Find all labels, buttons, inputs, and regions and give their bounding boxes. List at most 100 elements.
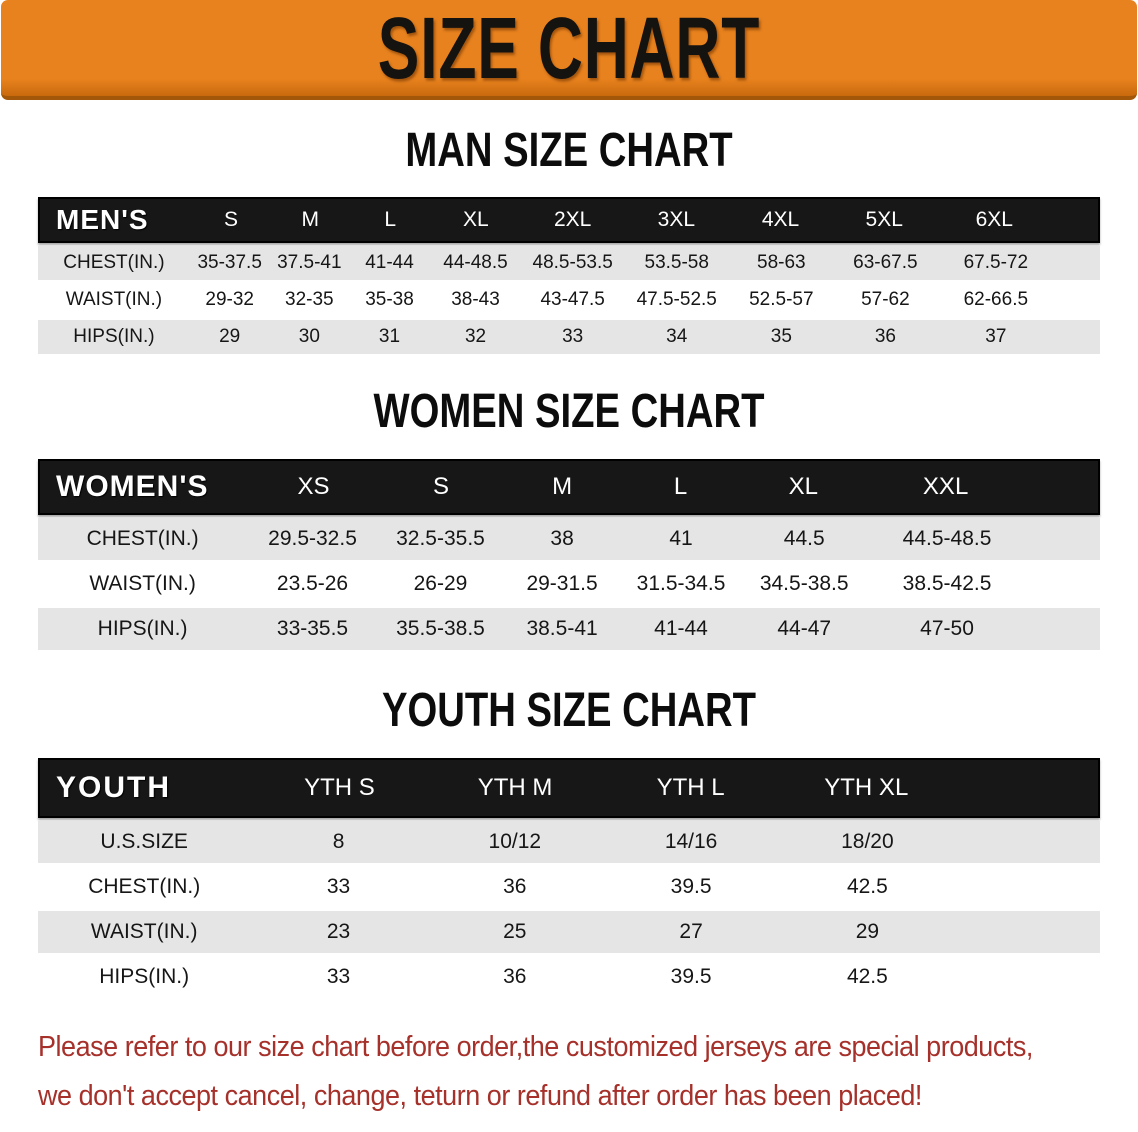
youth-size-table: YOUTH YTH S YTH M YTH L YTH XL U.S.SIZE 8 10/12…: [38, 758, 1100, 998]
column-header-m: M: [552, 473, 573, 500]
value-cell: 31: [378, 326, 401, 347]
value-cell: 36: [503, 965, 527, 988]
table-row: HIPS(IN.) 33 36 39.5 42.5: [38, 956, 1100, 998]
value-cell: 34: [666, 326, 688, 347]
section-youth: YOUTH SIZE CHART YOUTH YTH S YTH M YTH L YTH…: [0, 681, 1138, 998]
column-header-xs: XS: [297, 473, 330, 500]
value-cell: 27: [679, 920, 703, 943]
table-header-label: MEN'S: [56, 204, 149, 235]
value-cell: 37: [985, 326, 1007, 347]
banner: SIZE CHART: [1, 0, 1137, 100]
row-label-chest-in: CHEST(IN.): [86, 527, 199, 550]
row-label-hips-in: HIPS(IN.): [99, 965, 190, 988]
value-cell: 42.5: [846, 875, 888, 898]
value-cell: 48.5-53.5: [532, 252, 613, 273]
table-header-row: YOUTH YTH S YTH M YTH L YTH XL: [38, 758, 1100, 818]
value-cell: 58-63: [757, 252, 806, 273]
value-cell: 44.5: [783, 527, 825, 550]
value-cell: 10/12: [488, 830, 542, 853]
value-cell: 23.5-26: [276, 572, 349, 595]
column-header-s: S: [432, 473, 449, 500]
value-cell: 30: [298, 326, 320, 347]
column-header-xl: XL: [463, 208, 489, 231]
men-size-table: MEN'S S M L XL 2XL 3XL 4XL 5XL 6XL CHEST(IN.) 35-37…: [38, 197, 1100, 354]
value-cell: 39.5: [670, 965, 712, 988]
value-cell: 41-44: [365, 252, 414, 273]
value-cell: 57-62: [861, 289, 910, 310]
value-cell: 36: [503, 875, 527, 898]
men-section-heading: MAN SIZE CHART: [405, 121, 733, 177]
value-cell: 42.5: [846, 965, 888, 988]
value-cell: 32: [464, 326, 487, 347]
column-header-l: L: [384, 208, 397, 231]
value-cell: 33: [326, 875, 351, 898]
section-men: MAN SIZE CHART MEN'S S M L XL 2XL 3XL 4XL 5XL 6XL…: [0, 121, 1138, 354]
value-cell: 36: [874, 326, 896, 347]
value-cell: 47-50: [920, 617, 974, 640]
value-cell: 32-35: [285, 289, 334, 310]
table-row: U.S.SIZE 8 10/12 14/16 18/20: [38, 821, 1100, 863]
table-row: CHEST(IN.) 33 36 39.5 42.5: [38, 866, 1100, 908]
table-header-row: WOMEN'S XS S M L XL XXL: [38, 459, 1100, 515]
value-cell: 23: [326, 920, 351, 943]
value-cell: 25: [503, 920, 527, 943]
value-cell: 43-47.5: [540, 289, 605, 310]
column-header-6xl: 6XL: [975, 208, 1013, 231]
page-title: SIZE CHART: [377, 0, 761, 97]
row-label-u-s-size: U.S.SIZE: [100, 830, 188, 853]
value-cell: 35-38: [365, 289, 414, 310]
row-label-chest-in: CHEST(IN.): [88, 875, 201, 898]
value-cell: 38: [550, 527, 574, 550]
value-cell: 53.5-58: [644, 252, 709, 273]
notice-line-2: we don't accept cancel, change, teturn o…: [38, 1080, 922, 1112]
youth-section-heading: YOUTH SIZE CHART: [381, 681, 756, 737]
value-cell: 35: [770, 326, 792, 347]
row-label-waist-in: WAIST(IN.): [65, 289, 163, 310]
row-label-waist-in: WAIST(IN.): [90, 920, 198, 943]
column-header-yth-l: YTH L: [656, 774, 725, 801]
value-cell: 52.5-57: [749, 289, 814, 310]
column-header-2xl: 2XL: [553, 208, 592, 231]
column-header-xxl: XXL: [922, 473, 969, 500]
value-cell: 31.5-34.5: [636, 572, 726, 595]
value-cell: 29: [219, 326, 241, 347]
value-cell: 33-35.5: [276, 617, 349, 640]
value-cell: 35.5-38.5: [396, 617, 485, 640]
value-cell: 14/16: [664, 830, 718, 853]
table-row: HIPS(IN.) 33-35.5 35.5-38.5 38.5-41 41-44 44-…: [38, 608, 1100, 650]
value-cell: 67.5-72: [963, 252, 1029, 273]
section-women: WOMEN SIZE CHART WOMEN'S XS S M L XL XXL CHEST(…: [0, 382, 1138, 650]
table-row: CHEST(IN.) 29.5-32.5 32.5-35.5 38 41 44.5 44.5…: [38, 518, 1100, 560]
column-header-m: M: [301, 208, 320, 231]
value-cell: 63-67.5: [853, 252, 918, 273]
value-cell: 38.5-42.5: [902, 572, 992, 595]
value-cell: 44-47: [777, 617, 832, 640]
column-header-5xl: 5XL: [865, 208, 903, 231]
value-cell: 26-29: [413, 572, 468, 595]
column-header-xl: XL: [788, 473, 818, 500]
women-size-table: WOMEN'S XS S M L XL XXL CHEST(IN.) 29.5-32.5 32.5…: [38, 459, 1100, 650]
column-header-l: L: [673, 473, 688, 500]
table-header-row: MEN'S S M L XL 2XL 3XL 4XL 5XL 6XL: [38, 197, 1100, 243]
value-cell: 38.5-41: [526, 617, 598, 640]
column-header-s: S: [223, 208, 238, 231]
value-cell: 62-66.5: [963, 289, 1029, 310]
value-cell: 37.5-41: [277, 252, 342, 273]
column-header-3xl: 3XL: [657, 208, 696, 231]
row-label-waist-in: WAIST(IN.): [89, 572, 196, 595]
table-row: HIPS(IN.) 29 30 31 32 33 34 35 36 37: [38, 320, 1100, 354]
value-cell: 44-48.5: [443, 252, 508, 273]
row-label-hips-in: HIPS(IN.): [97, 617, 188, 640]
table-row: CHEST(IN.) 35-37.5 37.5-41 41-44 44-48.5 48.5…: [38, 246, 1100, 280]
notice-line-1: Please refer to our size chart before or…: [38, 1031, 1033, 1063]
value-cell: 33: [326, 965, 351, 988]
table-header-label: WOMEN'S: [56, 470, 209, 503]
value-cell: 29.5-32.5: [268, 527, 357, 550]
women-section-heading: WOMEN SIZE CHART: [373, 382, 765, 438]
value-cell: 34.5-38.5: [759, 572, 849, 595]
value-cell: 41: [669, 527, 693, 550]
order-notice: Please refer to our size chart before or…: [0, 1023, 1138, 1121]
value-cell: 32.5-35.5: [396, 527, 485, 550]
value-cell: 47.5-52.5: [636, 289, 717, 310]
value-cell: 8: [332, 830, 345, 853]
